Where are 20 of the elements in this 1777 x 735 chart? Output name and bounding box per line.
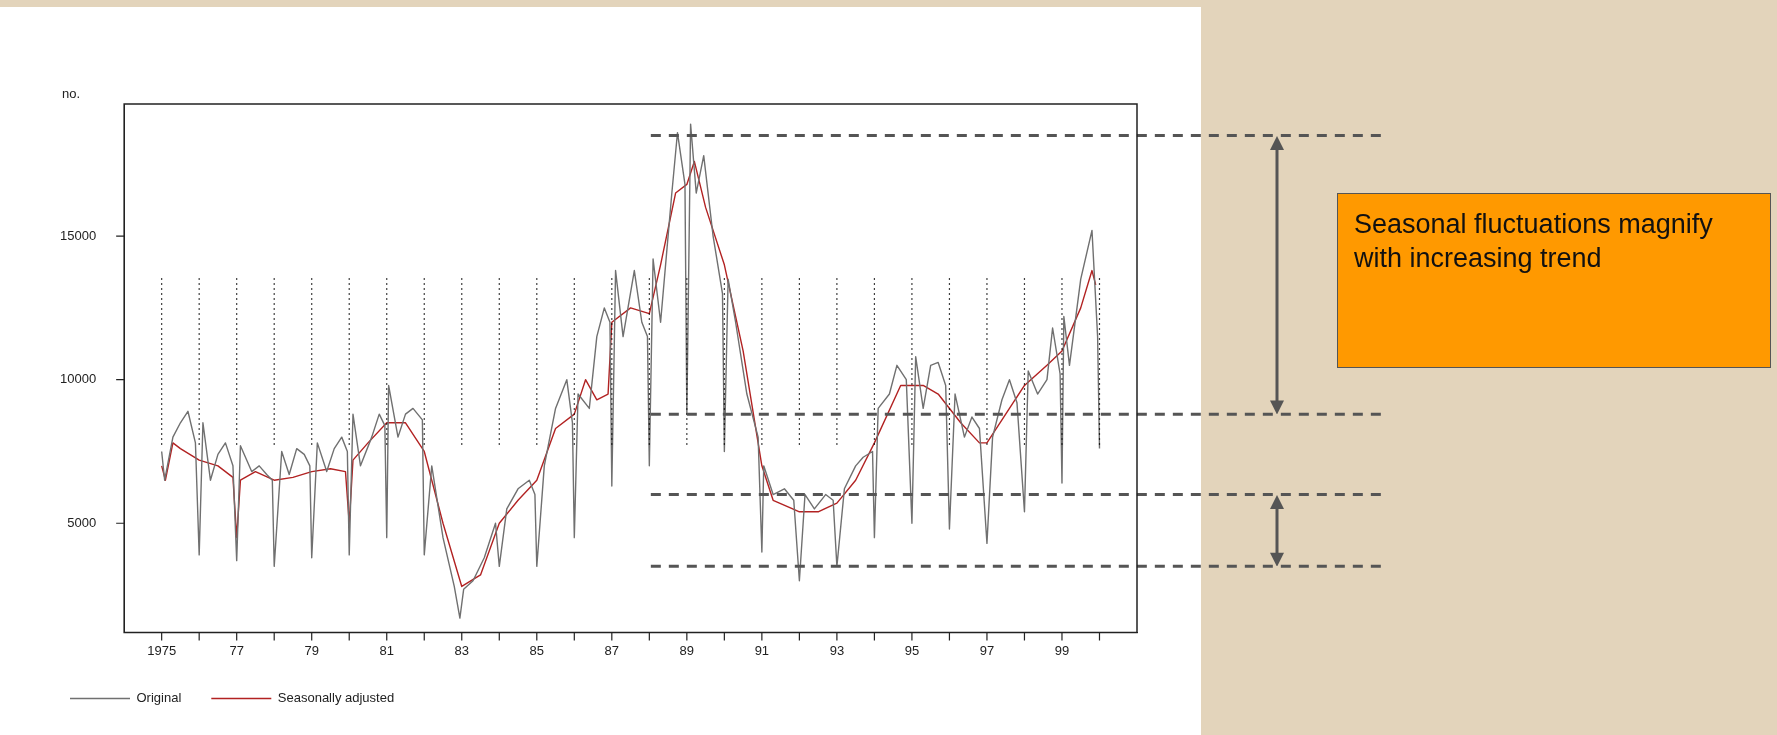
y-tick-label: 15000 <box>59 227 97 243</box>
y-axis-title: no. <box>62 85 81 101</box>
x-tick-label: 85 <box>529 642 545 658</box>
x-tick-label: 99 <box>1054 642 1070 658</box>
x-tick-label: 93 <box>829 642 845 658</box>
x-tick-label: 79 <box>304 642 319 658</box>
x-tick-label: 87 <box>604 642 620 658</box>
x-tick-label: 77 <box>229 642 244 658</box>
x-tick-label: 83 <box>454 642 469 658</box>
text: Seasonal fluctuations magnify with increasing trend <box>1337 193 1771 368</box>
y-tick-label: 10000 <box>59 371 97 387</box>
x-tick-label: 91 <box>754 642 770 658</box>
x-tick-label: 95 <box>904 642 920 658</box>
x-tick-label: 89 <box>679 642 695 658</box>
x-tick-label: 1975 <box>147 642 177 658</box>
x-tick-label: 97 <box>979 642 995 658</box>
legend-label: Original <box>136 690 182 706</box>
x-tick-label: 81 <box>379 642 394 658</box>
y-tick-label: 5000 <box>67 514 97 530</box>
legend-label: Seasonally adjusted <box>277 690 395 706</box>
